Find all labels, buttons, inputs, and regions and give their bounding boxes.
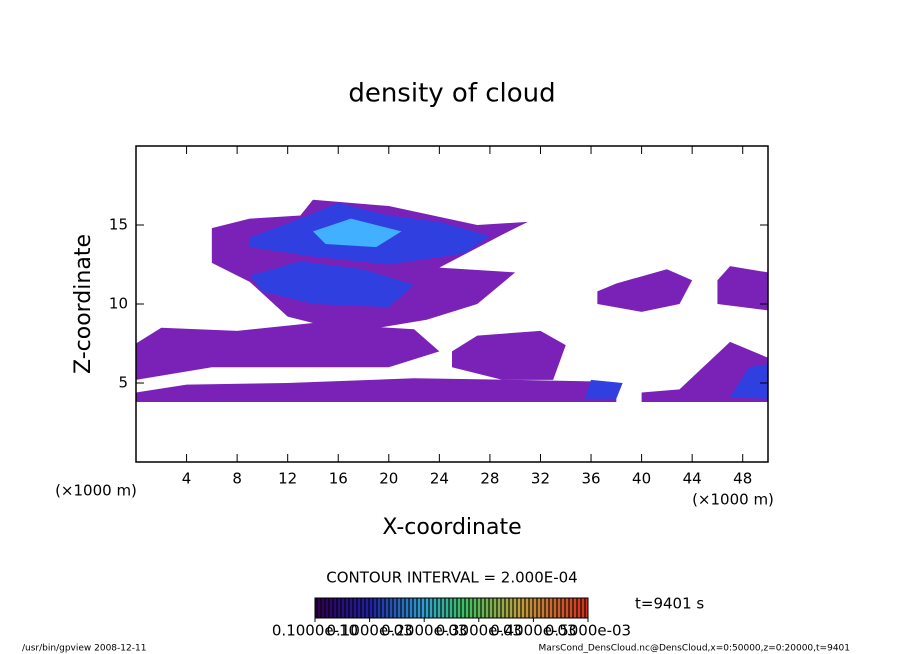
x-tick-label: 40 <box>632 470 651 488</box>
colorbar-tick-label: 0.1000e-10 <box>272 622 358 640</box>
x-tick-label: 28 <box>480 470 499 488</box>
cloud-region <box>136 378 617 402</box>
colorbar-tick-label: 0.1000e-03 <box>326 622 412 640</box>
contour-interval: CONTOUR INTERVAL = 2.000E-04 <box>326 569 577 587</box>
footer-left: /usr/bin/gpview 2008-12-11 <box>22 644 146 654</box>
chart-title: density of cloud <box>348 79 555 109</box>
x-unit: (×1000 m) <box>692 491 774 509</box>
x-tick-label: 32 <box>531 470 550 488</box>
footer-right: MarsCond_DensCloud.nc@DensCloud,x=0:5000… <box>539 644 851 654</box>
cloud-region <box>584 379 623 399</box>
x-tick-label: 48 <box>733 470 752 488</box>
y-tick-label: 5 <box>118 374 128 392</box>
cloud-region <box>452 330 566 380</box>
x-tick-label: 44 <box>683 470 702 488</box>
colorbar-tick-label: 0.4000e-03 <box>490 622 576 640</box>
colorbar-tick-label: 0.2000e-03 <box>381 622 467 640</box>
y-tick-label: 10 <box>109 295 128 313</box>
colorbar-tick-label: 0.5000e-03 <box>545 622 631 640</box>
cloud-region <box>597 269 693 312</box>
x-tick-label: 24 <box>430 470 449 488</box>
x-tick-label: 8 <box>232 470 242 488</box>
x-tick-label: 36 <box>581 470 600 488</box>
colorbar-stripes <box>315 598 588 618</box>
plot-area <box>136 199 768 402</box>
y-tick-label: 15 <box>109 216 128 234</box>
x-tick-label: 12 <box>278 470 297 488</box>
y-unit: (×1000 m) <box>55 482 137 500</box>
y-axis-label: Z-coordinate <box>71 234 96 374</box>
x-axis-label: X-coordinate <box>382 515 521 540</box>
cloud-region <box>717 266 768 311</box>
cloud-region <box>730 364 768 399</box>
x-tick-label: 20 <box>379 470 398 488</box>
x-tick-label: 16 <box>329 470 348 488</box>
time-label: t=9401 s <box>635 595 704 613</box>
cloud-region <box>249 261 415 308</box>
cloud-region <box>136 322 440 380</box>
cloud-region <box>641 341 768 402</box>
x-tick-label: 4 <box>182 470 192 488</box>
cloud-region <box>312 218 402 248</box>
colorbar-tick-label: 0.3000e-03 <box>436 622 522 640</box>
